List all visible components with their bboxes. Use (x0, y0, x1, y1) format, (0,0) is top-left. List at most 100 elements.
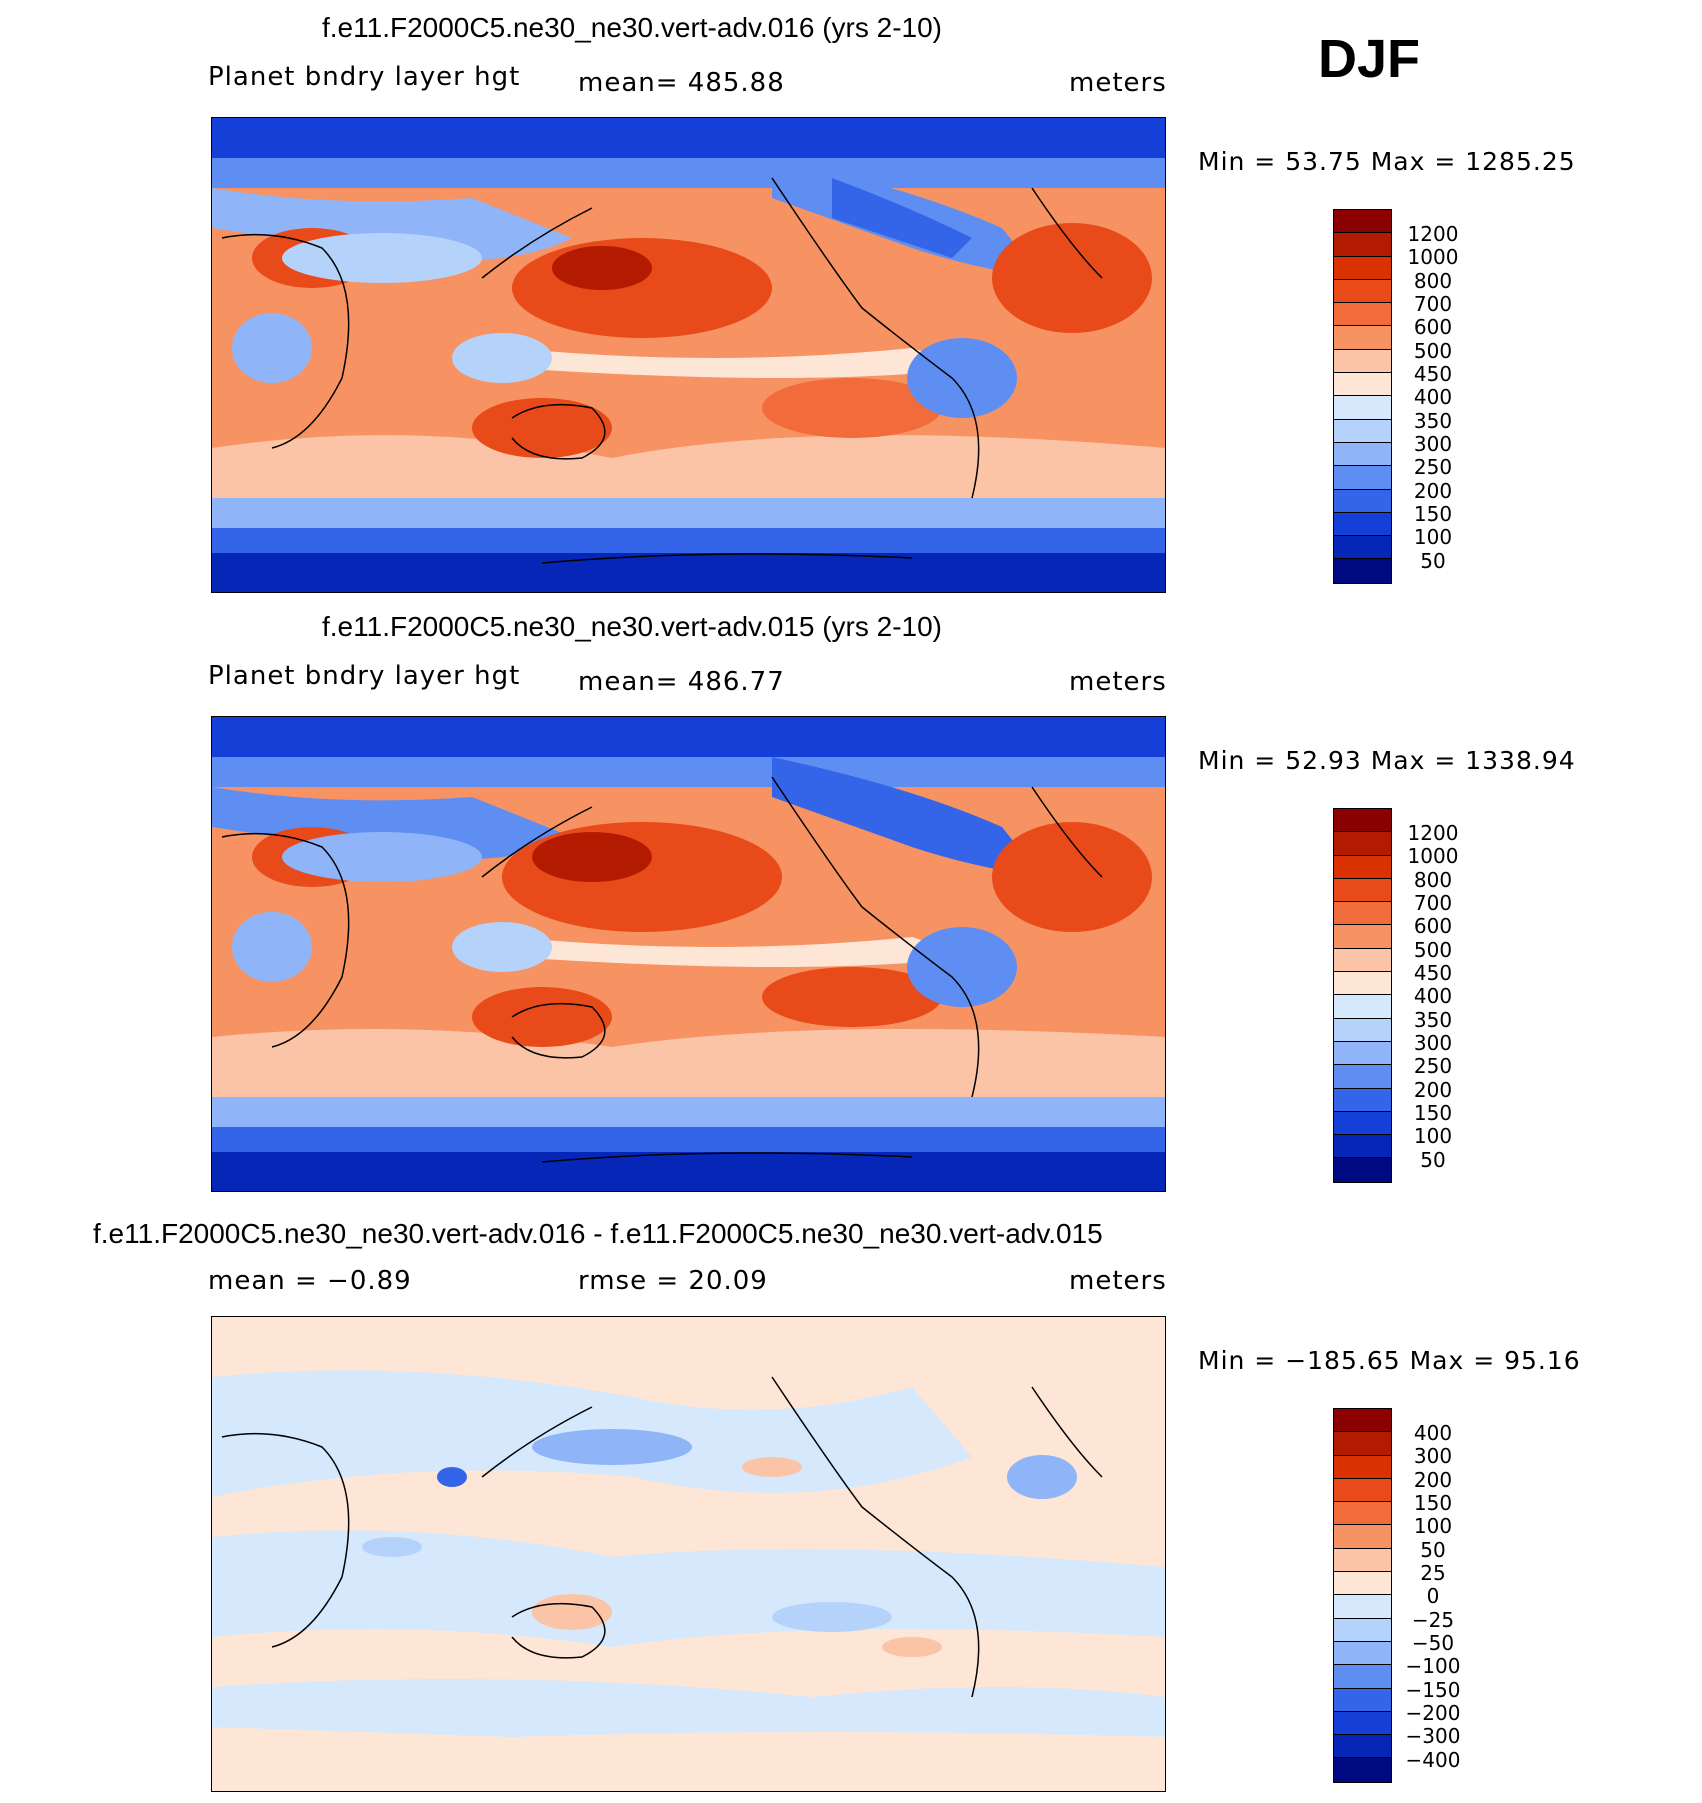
colorbar-swatch (1334, 1548, 1391, 1573)
panel-1-units: meters (1069, 68, 1167, 98)
colorbar-tick-label: 50 (1420, 1148, 1446, 1172)
colorbar-tick-label: 100 (1413, 525, 1453, 549)
colorbar-tick-label: 300 (1413, 1444, 1453, 1468)
colorbar-tick-label: 500 (1413, 938, 1453, 962)
season-label: DJF (1318, 29, 1421, 89)
colorbar-tick-label: 700 (1413, 292, 1453, 316)
colorbar-tick-label: −200 (1405, 1701, 1461, 1725)
colorbar-tick-label: 150 (1413, 1101, 1453, 1125)
colorbar-tick-label: −400 (1405, 1748, 1461, 1772)
panel-1-minmax: Min = 53.75 Max = 1285.25 (1198, 147, 1576, 176)
colorbar-swatch (1334, 1065, 1391, 1089)
colorbar-tick-label: 300 (1413, 1031, 1453, 1055)
colorbar-swatch (1334, 1018, 1391, 1042)
colorbar-swatch (1334, 948, 1391, 973)
colorbar-tick-label: 350 (1413, 409, 1453, 433)
colorbar-swatch (1334, 972, 1391, 996)
colorbar-swatch (1334, 1735, 1391, 1759)
colorbar-swatch (1334, 1432, 1391, 1456)
colorbar-swatch (1334, 210, 1391, 234)
colorbar-swatch (1334, 256, 1391, 280)
panel-2-field-label: Planet bndry layer hgt (208, 661, 521, 691)
colorbar-swatch (1334, 1111, 1391, 1136)
colorbar-swatch (1334, 995, 1391, 1019)
colorbar-swatch (1334, 1595, 1391, 1619)
colorbar-tick-label: 1000 (1407, 844, 1459, 868)
colorbar-swatch (1334, 442, 1391, 467)
colorbar-swatch (1334, 878, 1391, 903)
colorbar-tick-label: 450 (1413, 362, 1453, 386)
colorbar-swatch (1334, 419, 1391, 443)
colorbar-tick-label: 250 (1413, 1054, 1453, 1078)
colorbar-tick-label: 1200 (1407, 821, 1459, 845)
colorbar-tick-label: 250 (1413, 455, 1453, 479)
colorbar-swatch (1334, 1502, 1391, 1526)
colorbar-tick-label: 800 (1413, 269, 1453, 293)
colorbar-tick-label: −150 (1405, 1678, 1461, 1702)
colorbar-tick-label: 200 (1413, 1468, 1453, 1492)
colorbar-tick-label: −25 (1411, 1608, 1455, 1632)
colorbar-swatch (1334, 349, 1391, 374)
colorbar-tick-label: 50 (1420, 549, 1446, 573)
colorbar-swatch (1334, 1688, 1391, 1712)
panel-3-colorbar (1333, 1408, 1392, 1783)
colorbar-swatch (1334, 1618, 1391, 1642)
colorbar-swatch (1334, 925, 1391, 949)
colorbar-swatch (1334, 489, 1391, 513)
colorbar-tick-label: 400 (1413, 984, 1453, 1008)
colorbar-tick-label: 600 (1413, 315, 1453, 339)
panel-1-field-label: Planet bndry layer hgt (208, 62, 521, 92)
colorbar-tick-label: 500 (1413, 339, 1453, 363)
colorbar-swatch (1334, 855, 1391, 879)
colorbar-tick-label: 450 (1413, 961, 1453, 985)
panel-2-mean: mean= 486.77 (578, 667, 785, 697)
panel-3-map (211, 1316, 1166, 1792)
colorbar-tick-label: 0 (1426, 1584, 1440, 1608)
panel-1-title: f.e11.F2000C5.ne30_ne30.vert-adv.016 (yr… (322, 12, 943, 43)
colorbar-swatch (1334, 536, 1391, 560)
colorbar-swatch (1334, 559, 1391, 583)
colorbar-tick-label: 50 (1420, 1538, 1446, 1562)
colorbar-tick-label: 400 (1413, 1421, 1453, 1445)
colorbar-tick-label: −300 (1405, 1724, 1461, 1748)
panel-2-units: meters (1069, 667, 1167, 697)
colorbar-tick-label: −50 (1411, 1631, 1455, 1655)
colorbar-tick-label: 100 (1413, 1514, 1453, 1538)
panel-3-mean: mean = −0.89 (208, 1266, 412, 1296)
panel-3-minmax: Min = −185.65 Max = 95.16 (1198, 1346, 1581, 1375)
colorbar-swatch (1334, 1158, 1391, 1182)
colorbar-swatch (1334, 326, 1391, 350)
colorbar-swatch (1334, 832, 1391, 856)
colorbar-tick-label: 25 (1420, 1561, 1446, 1585)
colorbar-swatch (1334, 233, 1391, 257)
colorbar-tick-label: 600 (1413, 914, 1453, 938)
colorbar-swatch (1334, 1041, 1391, 1066)
colorbar-swatch (1334, 303, 1391, 327)
panel-3-title: f.e11.F2000C5.ne30_ne30.vert-adv.016 - f… (93, 1218, 1103, 1249)
colorbar-tick-label: −100 (1405, 1654, 1461, 1678)
panel-2-minmax: Min = 52.93 Max = 1338.94 (1198, 746, 1576, 775)
colorbar-swatch (1334, 1525, 1391, 1549)
colorbar-swatch (1334, 1665, 1391, 1689)
colorbar-tick-label: 1000 (1407, 245, 1459, 269)
colorbar-tick-label: 150 (1413, 1491, 1453, 1515)
colorbar-swatch (1334, 1711, 1391, 1736)
colorbar-tick-label: 350 (1413, 1008, 1453, 1032)
colorbar-tick-label: 100 (1413, 1124, 1453, 1148)
colorbar-tick-label: 1200 (1407, 222, 1459, 246)
colorbar-swatch (1334, 512, 1391, 537)
colorbar-swatch (1334, 809, 1391, 833)
colorbar-swatch (1334, 396, 1391, 420)
colorbar-swatch (1334, 1088, 1391, 1112)
colorbar-swatch (1334, 466, 1391, 490)
colorbar-swatch (1334, 1455, 1391, 1479)
colorbar-tick-label: 300 (1413, 432, 1453, 456)
colorbar-swatch (1334, 1478, 1391, 1503)
colorbar-swatch (1334, 1135, 1391, 1159)
colorbar-swatch (1334, 1641, 1391, 1666)
colorbar-tick-label: 700 (1413, 891, 1453, 915)
colorbar-swatch (1334, 1409, 1391, 1433)
panel-3-rmse: rmse = 20.09 (578, 1266, 768, 1296)
colorbar-tick-label: 200 (1413, 1078, 1453, 1102)
colorbar-tick-label: 150 (1413, 502, 1453, 526)
